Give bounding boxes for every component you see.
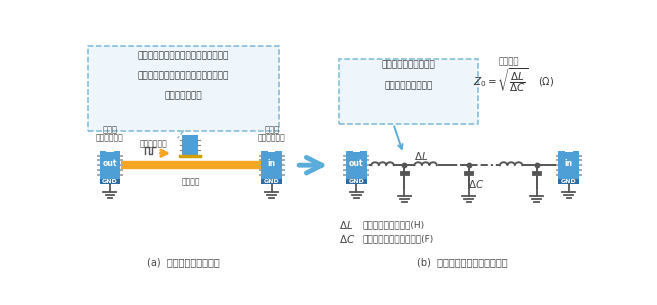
Text: $\Delta C$: $\Delta C$ [340, 233, 355, 245]
Bar [556, 155, 558, 157]
Bar [259, 164, 261, 166]
Bar [106, 149, 114, 152]
Text: 称为特性阻抗。: 称为特性阻抗。 [164, 92, 202, 100]
Bar [565, 149, 572, 152]
FancyBboxPatch shape [100, 151, 120, 179]
Bar [556, 164, 558, 166]
Bar [367, 164, 369, 166]
Text: (b)  线路分布式恒定线路的表示: (b) 线路分布式恒定线路的表示 [417, 257, 508, 267]
Bar [120, 169, 123, 171]
Text: 驱动器: 驱动器 [102, 125, 118, 134]
Bar [97, 160, 100, 161]
Bar [556, 174, 558, 176]
Bar [120, 164, 123, 166]
Bar [97, 169, 100, 171]
Bar [282, 164, 284, 166]
FancyBboxPatch shape [261, 179, 282, 184]
FancyBboxPatch shape [87, 46, 279, 131]
Bar [499, 159, 523, 166]
FancyBboxPatch shape [183, 135, 198, 155]
FancyBboxPatch shape [261, 151, 282, 179]
Bar [282, 169, 284, 171]
Text: out: out [349, 159, 363, 168]
Bar [120, 155, 123, 157]
Bar [97, 155, 100, 157]
Bar [579, 169, 581, 171]
Text: GND: GND [263, 179, 279, 184]
Bar [344, 155, 346, 157]
Bar [268, 149, 275, 152]
Text: 通过连接很小的电感器: 通过连接很小的电感器 [382, 61, 436, 70]
Bar [367, 155, 369, 157]
Bar [120, 174, 123, 176]
Bar [579, 164, 581, 166]
FancyBboxPatch shape [346, 151, 367, 179]
Bar [344, 160, 346, 161]
Text: （信号接收）: （信号接收） [258, 133, 286, 142]
FancyBboxPatch shape [558, 151, 579, 179]
Bar [282, 155, 284, 157]
Bar [259, 169, 261, 171]
Bar [282, 160, 284, 161]
Bar [367, 160, 369, 161]
Bar [556, 160, 558, 161]
Bar [579, 174, 581, 176]
Bar [579, 160, 581, 161]
Text: GND: GND [102, 179, 118, 184]
Bar [344, 174, 346, 176]
FancyBboxPatch shape [100, 179, 120, 184]
Bar [97, 174, 100, 176]
Text: $\Delta L$: $\Delta L$ [340, 219, 353, 231]
Bar [579, 155, 581, 157]
Text: 单位长度的线路电感(H): 单位长度的线路电感(H) [363, 221, 424, 230]
Bar [282, 174, 284, 176]
Text: GND: GND [348, 179, 364, 184]
Text: 传输脉冲波形: 传输脉冲波形 [139, 139, 167, 148]
Text: 对于在某个方向上移动的电波，每条线: 对于在某个方向上移动的电波，每条线 [137, 51, 229, 60]
Bar [414, 159, 438, 166]
Text: 信号线路: 信号线路 [181, 177, 200, 186]
Bar [367, 169, 369, 171]
Text: 路都有特定电压与电流比。这一比率就: 路都有特定电压与电流比。这一比率就 [137, 71, 229, 81]
FancyBboxPatch shape [346, 179, 367, 184]
Bar [556, 169, 558, 171]
Bar [259, 174, 261, 176]
Bar [120, 160, 123, 161]
Text: in: in [267, 159, 276, 168]
Text: GND: GND [561, 179, 577, 184]
Text: 接收器: 接收器 [264, 125, 279, 134]
Text: $(\Omega)$: $(\Omega)$ [538, 75, 555, 88]
FancyBboxPatch shape [340, 59, 478, 124]
Bar [259, 155, 261, 157]
Bar [353, 149, 360, 152]
Text: (a)  传输数字信号的线路: (a) 传输数字信号的线路 [147, 257, 220, 267]
Text: 单位长度的线路静电电容(F): 单位长度的线路静电电容(F) [363, 235, 434, 244]
Text: out: out [102, 159, 117, 168]
Text: 特性阻抗: 特性阻抗 [499, 58, 519, 66]
Bar [367, 174, 369, 176]
Text: in: in [565, 159, 573, 168]
FancyArrowPatch shape [299, 157, 322, 173]
Bar [344, 169, 346, 171]
Text: （信号发生）: （信号发生） [96, 133, 124, 142]
Bar [344, 164, 346, 166]
FancyBboxPatch shape [558, 179, 579, 184]
Text: $\Delta L$: $\Delta L$ [414, 150, 428, 162]
Text: 和电容器来表示线路: 和电容器来表示线路 [384, 81, 433, 90]
Text: $Z_0=\sqrt{\dfrac{\Delta L}{\Delta C}}$: $Z_0=\sqrt{\dfrac{\Delta L}{\Delta C}}$ [472, 67, 528, 95]
Bar [371, 159, 394, 166]
Bar [259, 160, 261, 161]
Bar [97, 164, 100, 166]
Text: $\Delta C$: $\Delta C$ [468, 178, 485, 190]
